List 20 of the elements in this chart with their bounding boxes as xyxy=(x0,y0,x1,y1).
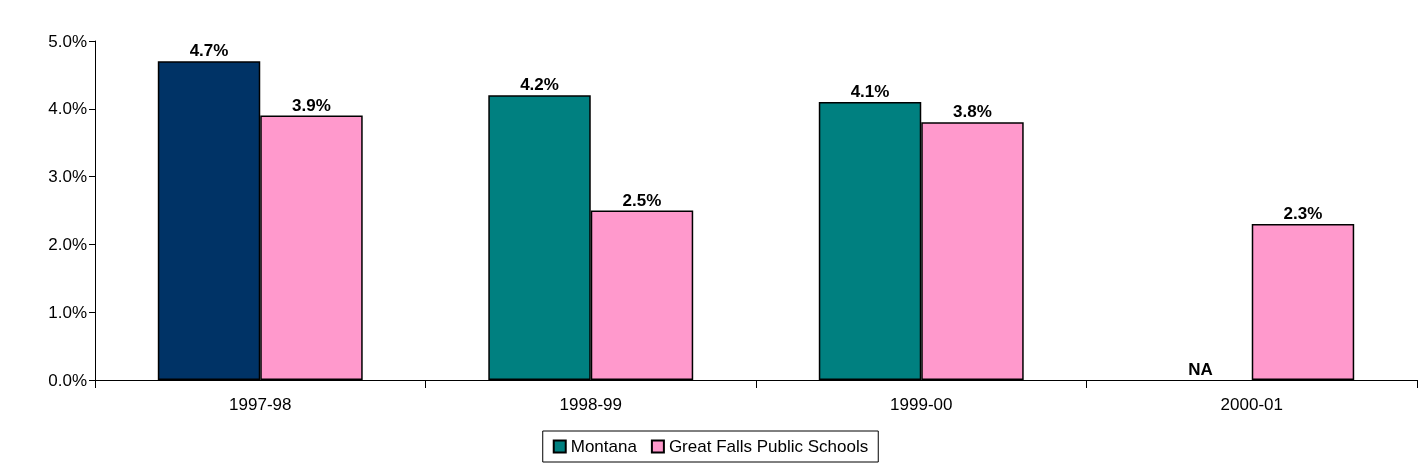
data-label: 4.1% xyxy=(850,82,890,102)
x-tick-label: 1998-99 xyxy=(559,395,622,414)
x-tick-label: 1997-98 xyxy=(229,395,292,414)
data-label: 4.7% xyxy=(189,41,229,61)
y-tick-label: 3.0% xyxy=(48,167,87,187)
y-tick-label: 1.0% xyxy=(48,302,87,322)
data-label: 3.8% xyxy=(953,102,992,122)
x-tick-label: 2000-01 xyxy=(1220,395,1283,414)
x-tick-label: 1999-00 xyxy=(890,395,953,414)
data-label: 3.9% xyxy=(292,95,331,115)
data-label: 2.3% xyxy=(1283,204,1323,224)
y-tick-label: 4.0% xyxy=(48,99,87,119)
y-tick-label: 2.0% xyxy=(48,234,87,254)
legend-label: Great Falls Public Schools xyxy=(668,437,869,456)
y-tick-label: 0.0% xyxy=(48,370,87,390)
data-label: 4.2% xyxy=(520,75,559,95)
y-tick-label: 5.0% xyxy=(48,31,87,51)
text: NA xyxy=(1188,360,1213,379)
legend-label: Montana xyxy=(570,437,638,456)
data-label: 2.5% xyxy=(622,190,662,210)
